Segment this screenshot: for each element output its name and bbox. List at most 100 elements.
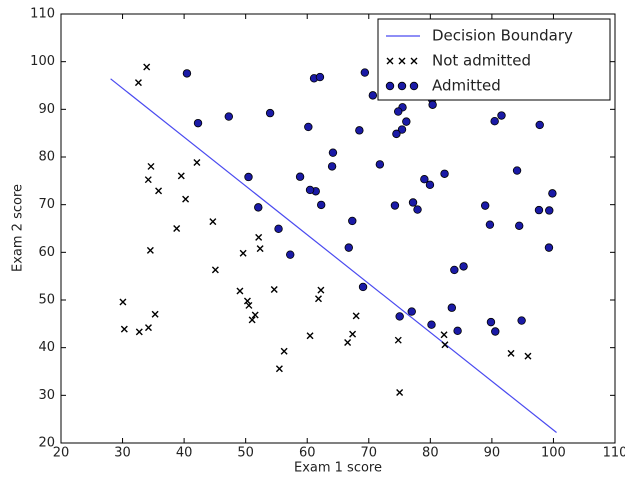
y-tick-label: 110 [30,7,55,22]
x-marker [177,172,185,180]
x-marker [349,330,357,338]
x-tick-label: 80 [422,446,439,461]
y-axis-label: Exam 2 score [11,184,26,272]
o-marker [295,172,305,181]
x-axis-label: Exam 1 score [294,461,382,476]
x-tick-label: 20 [53,446,70,461]
o-marker [304,122,313,132]
o-marker [328,148,338,157]
o-marker [428,100,437,109]
o-marker [265,108,275,118]
x-marker [270,285,278,293]
x-marker [441,341,449,349]
o-marker [420,175,429,184]
o-marker [490,117,499,126]
x-marker [211,266,219,274]
o-marker [397,125,407,134]
legend: Decision Boundary Not admitted Admitted [377,18,611,101]
x-tick-label: 100 [541,446,566,461]
o-marker [355,126,364,135]
x-marker [280,347,288,355]
o-marker [390,201,400,210]
o-marker [450,265,459,275]
o-marker [427,320,436,329]
x-tick-label: 30 [114,446,131,461]
x-marker [275,365,283,373]
o-marker [315,72,325,82]
x-marker [398,57,406,65]
x-marker [155,187,163,195]
o-marker [344,243,353,252]
o-marker [512,166,522,175]
x-marker [255,233,263,241]
o-marker [394,107,403,116]
x-marker [144,324,152,332]
o-marker [395,312,404,321]
y-tick-label: 80 [38,150,55,165]
x-marker [386,57,394,65]
x-marker [248,316,256,324]
decision-boundary [110,78,557,433]
legend-label: Decision Boundary [432,27,573,45]
x-marker [134,79,142,87]
o-marker [305,185,315,195]
x-marker [396,388,404,396]
o-marker [440,169,449,178]
x-marker [147,162,155,170]
o-marker [544,243,554,252]
o-marker [182,69,192,78]
x-marker [182,195,190,203]
x-marker [120,325,128,333]
x-tick-label: 50 [237,446,254,461]
legend-o-markers [385,81,419,91]
x-marker [256,245,264,253]
o-marker [316,200,326,210]
o-marker [375,160,385,169]
o-marker [548,189,557,198]
o-marker [459,262,468,271]
y-tick-label: 70 [38,197,55,212]
x-marker [394,336,402,344]
x-marker [143,63,151,71]
o-marker [224,112,234,121]
o-marker [360,68,370,77]
o-marker [453,326,462,336]
x-marker [251,311,259,319]
x-marker [151,310,159,318]
x-marker [146,246,154,254]
o-marker [447,303,457,312]
x-marker [243,297,251,305]
o-marker [244,172,253,182]
x-marker [135,328,143,336]
x-tick-label: 40 [176,446,193,461]
o-marker [480,201,490,210]
legend-label: Not admitted [432,52,531,70]
x-tick-label: 70 [361,446,378,461]
o-marker [407,307,416,316]
x-marker [344,338,352,346]
y-tick-label: 50 [38,293,55,308]
o-marker [486,317,496,327]
o-marker [545,206,554,215]
x-marker [144,176,152,184]
o-marker [491,327,500,336]
legend-label: Admitted [432,77,501,95]
x-marker [239,249,247,257]
axes-frame [60,13,616,444]
o-marker [485,220,495,229]
o-marker [392,129,401,139]
o-marker [327,162,337,171]
x-marker [314,295,322,303]
x-tick-label: 60 [299,446,316,461]
x-marker [524,352,532,360]
o-marker [408,198,418,207]
o-marker [409,81,419,91]
o-marker [368,91,378,100]
plot-content [110,63,557,433]
x-tick-label: 110 [603,446,625,461]
x-marker [236,287,244,295]
o-marker [413,205,422,214]
o-marker [274,224,283,234]
o-marker [193,118,203,128]
